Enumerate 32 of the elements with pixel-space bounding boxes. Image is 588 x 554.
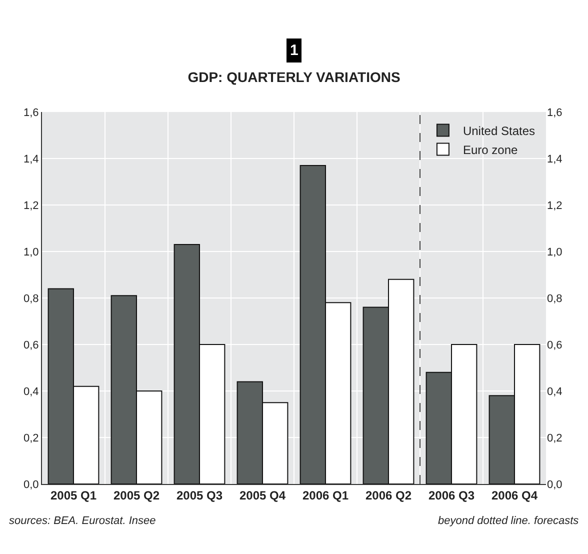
y-tick-label: 0,8 [24,292,39,305]
x-tick-label: 2006 Q2 [365,488,412,502]
y2-tick-label: 1,4 [547,153,562,166]
y-tick-label: 1,2 [24,200,39,212]
y-tick-label: 1,4 [24,153,39,166]
text: 1 [290,42,298,59]
legend-label: Euro zone [462,142,518,157]
y-tick-label: 0,4 [24,386,39,398]
y2-tick-label: 0,4 [547,386,562,398]
y-tick-label: 0,0 [24,478,39,491]
x-tick-label: 2005 Q3 [176,488,223,502]
y2-tick-label: 0,0 [547,478,562,491]
source-note: sources: BEA. Eurostat. Insee [9,515,156,527]
y2-tick-label: 1,0 [547,246,562,258]
y-tick-label: 1,0 [24,246,39,258]
x-tick-label: 2005 Q4 [239,488,286,502]
y2-tick-label: 1,6 [547,106,562,119]
y-tick-label: 0,2 [24,432,39,444]
y2-tick-label: 0,2 [547,432,562,444]
x-tick-label: 2005 Q2 [113,488,160,502]
y2-tick-label: 1,2 [547,200,562,212]
y-tick-label: 0,6 [24,339,39,352]
x-tick-label: 2006 Q4 [491,488,538,502]
legend-label: United States [462,124,536,138]
y-tick-label: 1,6 [24,106,39,119]
text: beyond dotted line. forecasts [438,515,580,527]
y2-tick-label: 0,8 [547,292,562,305]
x-tick-label: 2006 Q1 [302,488,349,502]
x-tick-label: 2005 Q1 [50,488,97,502]
x-tick-label: 2006 Q3 [428,488,475,502]
y2-tick-label: 0,6 [547,339,562,352]
chart-title: GDP: QUARTERLY VARIATIONS [188,68,400,85]
